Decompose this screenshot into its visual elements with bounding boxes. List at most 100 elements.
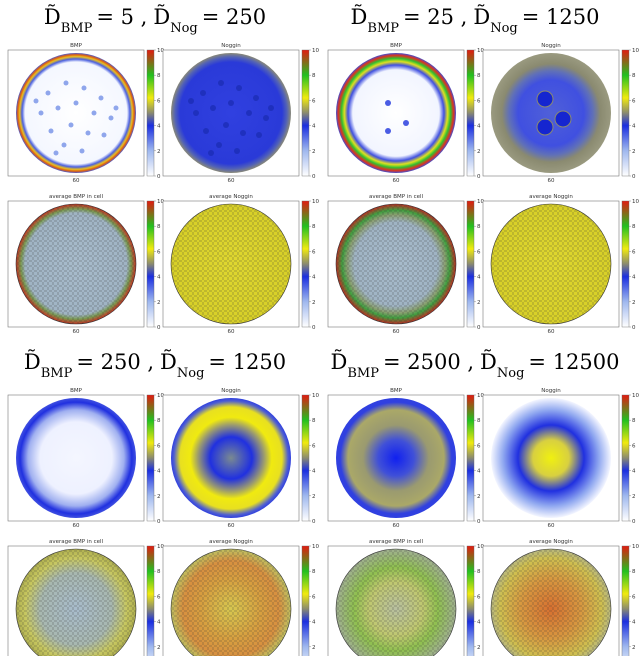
colorbar-tick-label: 10 — [157, 199, 164, 205]
subplot-title: BMP — [70, 388, 83, 394]
colorbar — [621, 394, 630, 522]
spot — [234, 148, 240, 154]
spot — [218, 80, 224, 86]
disc-edge — [490, 203, 612, 325]
disc-edge — [490, 548, 612, 656]
colorbar-tick-label: 0 — [312, 174, 316, 180]
colorbar — [146, 545, 155, 656]
colorbar-tick-label: 10 — [632, 544, 639, 550]
colorbar-tick-label: 8 — [632, 73, 636, 79]
colorbar-tick-label: 6 — [157, 98, 161, 104]
colorbar-tick-label: 4 — [157, 469, 161, 475]
colorbar-tick-label: 6 — [477, 594, 481, 600]
colorbar-tick-label: 6 — [312, 443, 316, 449]
colorbar-tick-label: 0 — [312, 519, 316, 525]
spot — [223, 122, 229, 128]
colorbar-tick-label: 2 — [632, 149, 636, 155]
title-symbol: D̃ — [160, 350, 177, 374]
spot — [53, 150, 59, 156]
heatmap-disc — [171, 53, 291, 173]
title-subscript: Nog — [490, 21, 518, 36]
colorbar — [621, 49, 630, 177]
x-label: 60 — [393, 523, 400, 529]
spot — [203, 128, 209, 134]
colorbar-tick-label: 4 — [632, 620, 636, 626]
subplot: average Noggin 60 0 2 4 6 8 10 — [162, 194, 319, 335]
colorbar-tick-label: 10 — [157, 393, 164, 399]
spot — [188, 98, 194, 104]
colorbar-tick-label: 8 — [312, 224, 316, 230]
heatmap-disc — [336, 53, 456, 173]
colorbar-tick-label: 8 — [157, 569, 161, 575]
x-label: 60 — [393, 329, 400, 335]
title-symbol: D̃ — [473, 5, 490, 29]
subplot-title: Noggin — [541, 388, 561, 394]
colorbar-tick-label: 6 — [632, 594, 636, 600]
colorbar-tick-label: 10 — [157, 48, 164, 54]
subplot: BMP 60 0 2 4 6 8 10 — [327, 43, 484, 184]
title-value: = 12500 — [528, 350, 619, 374]
title-symbol: D̃ — [331, 350, 348, 374]
colorbar-tick-label: 8 — [632, 224, 636, 230]
colorbar-tick-label: 6 — [477, 249, 481, 255]
colorbar-tick-label: 0 — [477, 325, 481, 331]
subplot-title: average Noggin — [209, 539, 253, 545]
colorbar-tick-label: 0 — [157, 325, 161, 331]
x-label: 60 — [228, 523, 235, 529]
title-subscript: BMP — [367, 21, 399, 36]
spot — [55, 105, 61, 111]
spot — [228, 100, 234, 106]
colorbar-tick-label: 6 — [632, 249, 636, 255]
spot — [200, 90, 206, 96]
subplot-title: BMP — [70, 43, 83, 49]
colorbar-tick-label: 2 — [477, 645, 481, 651]
disc-edge — [170, 203, 292, 325]
spot — [236, 85, 242, 91]
colorbar-tick-label: 0 — [157, 519, 161, 525]
colorbar-tick-label: 6 — [157, 594, 161, 600]
spot — [253, 95, 259, 101]
spot — [536, 118, 554, 136]
subplot-title: Noggin — [221, 43, 241, 49]
spot — [385, 100, 391, 106]
colorbar-tick-label: 8 — [477, 224, 481, 230]
colorbar-tick-label: 4 — [477, 469, 481, 475]
colorbar-tick-label: 2 — [477, 300, 481, 306]
cell-texture — [16, 204, 136, 324]
heatmap-disc — [16, 398, 136, 518]
colorbar-tick-label: 10 — [312, 48, 319, 54]
spot — [210, 105, 216, 111]
subplot: Noggin 60 0 2 4 6 8 10 — [162, 388, 319, 529]
title-subscript: BMP — [41, 366, 73, 381]
colorbar-tick-label: 6 — [632, 443, 636, 449]
colorbar-tick-label: 10 — [312, 544, 319, 550]
panel-title: D̃BMP = 2500 , D̃Nog = 12500 — [331, 350, 620, 381]
colorbar-tick-label: 0 — [477, 174, 481, 180]
spot — [101, 132, 107, 138]
spot — [98, 95, 104, 101]
x-label: 60 — [73, 329, 80, 335]
subplot: BMP 60 0 2 4 6 8 10 — [7, 43, 164, 184]
colorbar-tick-label: 8 — [312, 569, 316, 575]
subplot-title: average Noggin — [529, 539, 573, 545]
disc-edge — [15, 203, 137, 325]
spot — [68, 122, 74, 128]
colorbar-tick-label: 6 — [632, 98, 636, 104]
subplot: Noggin 60 0 2 4 6 8 10 — [482, 388, 639, 529]
colorbar-tick-label: 2 — [632, 645, 636, 651]
spot — [385, 128, 391, 134]
colorbar — [621, 545, 630, 656]
x-label: 60 — [548, 523, 555, 529]
x-label: 60 — [548, 178, 555, 184]
panel: D̃BMP = 25 , D̃Nog = 1250BMP600246810Noggin… — [327, 5, 639, 335]
spot — [85, 130, 91, 136]
panel-title: D̃BMP = 250 , D̃Nog = 1250 — [24, 350, 286, 381]
spot — [81, 85, 87, 91]
colorbar — [466, 545, 475, 656]
subplot-title: Noggin — [221, 388, 241, 394]
colorbar-tick-label: 2 — [157, 149, 161, 155]
colorbar-tick-label: 10 — [477, 393, 484, 399]
subplot-title: BMP — [390, 388, 403, 394]
